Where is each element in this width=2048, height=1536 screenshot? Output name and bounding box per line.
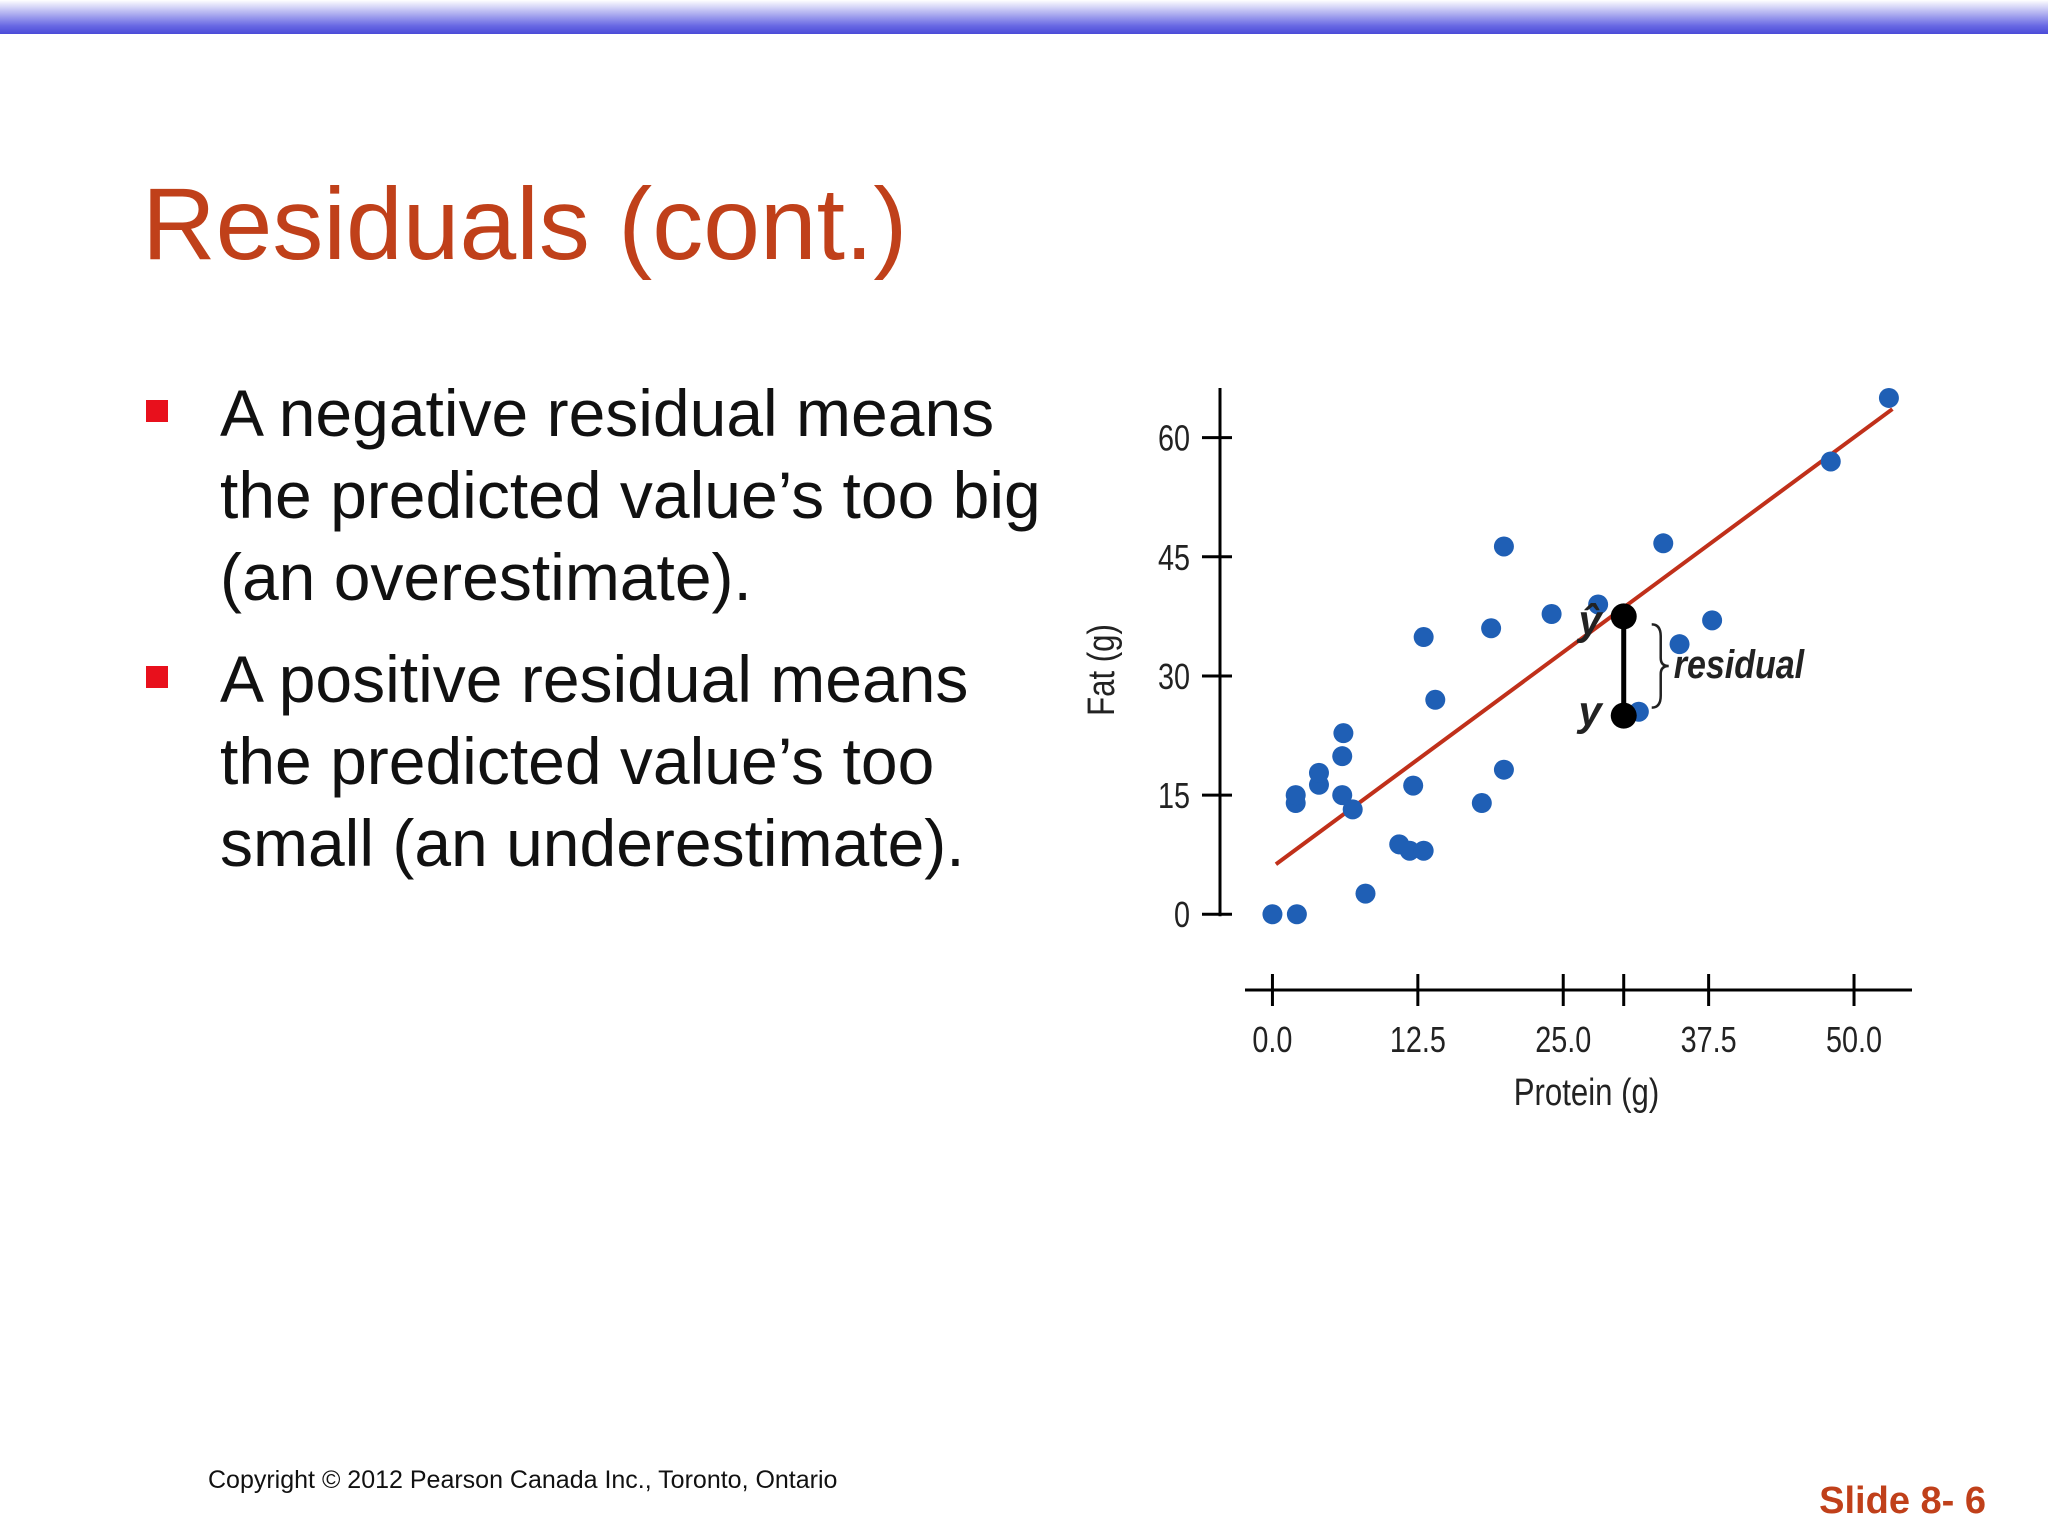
regression-line [1274,407,1894,866]
y-hat-label: ŷ [1576,596,1604,643]
bullet-square-icon [146,400,168,422]
data-point [1332,785,1353,806]
y-tick-label: 45 [1158,537,1190,578]
data-point [1399,840,1420,861]
data-point [1471,793,1492,814]
data-point [1285,785,1306,806]
x-axis-label: Protein (g) [1514,1072,1659,1114]
x-tick-label: 37.5 [1681,1019,1737,1060]
observed-point [1610,702,1637,729]
residual-label: residual [1674,641,1805,686]
data-points [1262,387,1899,925]
bullet-text: A positive residual means the predicted … [220,642,969,880]
y-label-annotation: y [1576,688,1604,735]
slide-number: Slide 8- 6 [1819,1480,1986,1522]
data-point [1493,536,1514,557]
data-point [1588,594,1609,615]
data-point [1332,746,1353,767]
x-tick-label: 25.0 [1535,1019,1591,1060]
top-gradient-bar [0,0,2048,34]
residual-highlight: ŷy residual [1576,596,1804,734]
y-tick-label: 60 [1158,418,1190,459]
y-tick-label: 30 [1158,656,1190,697]
y-tick-label: 15 [1158,775,1190,816]
data-point [1342,799,1363,820]
bullet-item: A positive residual means the predicted … [142,638,1062,884]
chart-axes: 0 15 30 45 60 0.0 12.5 25.0 37.5 50.0 [1158,388,1912,1060]
data-point [1413,840,1434,861]
data-point [1669,634,1690,655]
slide-title: Residuals (cont.) [142,167,908,281]
data-point [1653,533,1674,554]
bullet-item: A negative residual means the predicted … [142,372,1062,618]
data-point [1481,618,1502,639]
data-point [1878,387,1899,408]
data-point [1333,723,1354,744]
x-tick-label: 50.0 [1826,1019,1882,1060]
bullet-square-icon [146,666,168,688]
data-point [1425,689,1446,710]
copyright-footer: Copyright © 2012 Pearson Canada Inc., To… [208,1466,838,1494]
x-tick-label: 0.0 [1252,1019,1292,1060]
data-point [1820,451,1841,472]
x-tick-label: 12.5 [1390,1019,1446,1060]
bullet-text: A negative residual means the predicted … [220,376,1041,614]
data-point [1541,604,1562,624]
data-point [1702,610,1723,631]
data-point [1493,759,1514,780]
bullet-list: A negative residual means the predicted … [142,372,1062,904]
residual-brace [1651,623,1669,709]
data-point [1413,627,1434,648]
y-tick-label: 0 [1174,894,1190,935]
data-point [1308,762,1329,783]
data-point [1286,904,1307,925]
data-point [1355,883,1376,904]
data-point [1403,775,1424,796]
y-axis-label: Fat (g) [1081,624,1123,716]
predicted-point [1610,603,1637,630]
data-point [1262,904,1283,925]
